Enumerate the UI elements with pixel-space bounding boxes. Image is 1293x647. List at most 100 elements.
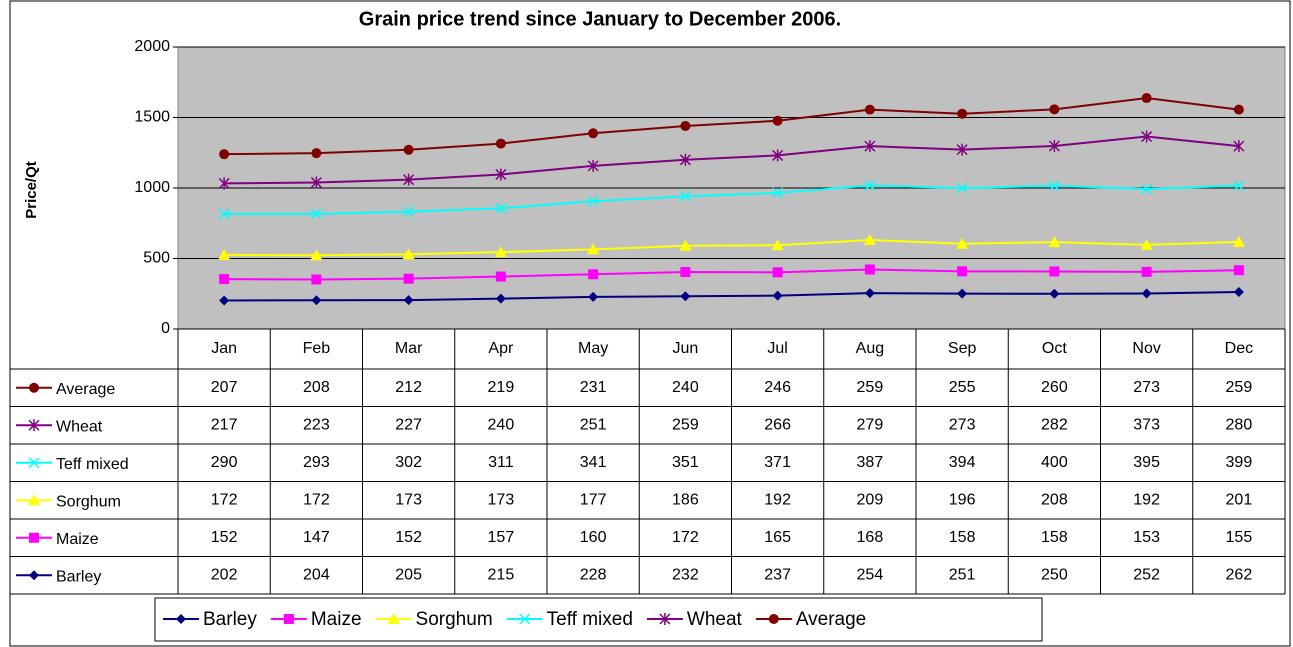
table-cell: 341: [580, 454, 607, 471]
table-cell: 293: [303, 454, 330, 471]
table-cell: 311: [488, 454, 514, 471]
table-cell: 227: [395, 416, 422, 433]
table-cell: 228: [580, 566, 607, 583]
marker: [659, 613, 671, 625]
marker: [28, 457, 40, 469]
marker: [680, 120, 691, 131]
x-tick-label: Dec: [1225, 340, 1253, 357]
marker: [864, 140, 876, 153]
marker: [1141, 93, 1152, 104]
marker: [1048, 139, 1060, 152]
marker: [1048, 236, 1061, 248]
legend-label: Sorghum: [416, 609, 493, 630]
marker: [1141, 266, 1152, 277]
y-axis-label: Price/Qt: [23, 161, 40, 219]
table-cell: 252: [1133, 566, 1160, 583]
table-row-label: Wheat: [56, 418, 103, 435]
marker: [29, 532, 39, 543]
marker: [587, 159, 599, 172]
table-cell: 231: [580, 379, 607, 396]
marker: [403, 173, 415, 186]
table-cell: 259: [857, 379, 884, 396]
table-cell: 204: [303, 566, 330, 583]
table-cell: 157: [488, 529, 515, 546]
table-cell: 240: [488, 416, 515, 433]
series-line: [224, 184, 1239, 215]
marker: [28, 419, 40, 432]
legend-label: Wheat: [687, 609, 743, 630]
table-cell: 158: [949, 529, 976, 546]
marker: [957, 288, 968, 299]
marker: [283, 614, 294, 624]
table-cell: 207: [211, 379, 238, 396]
marker: [218, 248, 231, 260]
table-cell: 202: [211, 566, 238, 583]
marker: [402, 248, 415, 260]
marker: [495, 138, 506, 149]
x-tick-label: May: [578, 340, 608, 357]
marker: [772, 267, 783, 278]
table-cell: 223: [303, 416, 330, 433]
marker: [29, 382, 39, 393]
table-cell: 152: [211, 529, 238, 546]
marker: [311, 148, 322, 159]
table-cell: 160: [580, 529, 607, 546]
table-cell: 215: [488, 566, 515, 583]
table-cell: 394: [949, 454, 976, 471]
table-cell: 266: [764, 416, 791, 433]
marker: [219, 274, 230, 285]
table-cell: 240: [672, 379, 699, 396]
x-tick-label: Jul: [767, 340, 787, 357]
y-tick-label: 1500: [134, 109, 170, 126]
marker: [1232, 235, 1245, 247]
marker: [772, 187, 784, 199]
table-cell: 399: [1226, 454, 1253, 471]
marker: [1233, 287, 1244, 298]
table-cell: 209: [857, 491, 884, 508]
marker: [1141, 130, 1153, 143]
marker: [588, 291, 599, 302]
legend-label: Maize: [311, 609, 362, 630]
marker: [588, 269, 599, 280]
table-cell: 259: [1226, 379, 1253, 396]
table-cell: 351: [672, 454, 699, 471]
table-cell: 208: [1041, 491, 1068, 508]
table-cell: 387: [857, 454, 884, 471]
marker: [218, 208, 230, 220]
marker: [679, 153, 691, 166]
marker: [310, 208, 322, 220]
marker: [679, 190, 691, 202]
y-tick-label: 1000: [134, 179, 170, 196]
marker: [588, 128, 599, 139]
table-cell: 373: [1133, 416, 1160, 433]
table-cell: 260: [1041, 379, 1068, 396]
marker: [768, 614, 779, 624]
marker: [1048, 180, 1060, 192]
table-cell: 155: [1226, 529, 1253, 546]
table-cell: 186: [672, 491, 699, 508]
marker: [772, 290, 783, 301]
marker: [1233, 265, 1244, 276]
table-cell: 173: [488, 491, 515, 508]
table-cell: 255: [949, 379, 976, 396]
table-cell: 196: [949, 491, 976, 508]
table-cell: 208: [303, 379, 330, 396]
marker: [495, 293, 506, 304]
marker: [1140, 238, 1153, 250]
marker: [29, 570, 39, 581]
x-tick-label: Mar: [395, 340, 423, 357]
table-cell: 290: [211, 454, 238, 471]
table-cell: 237: [764, 566, 791, 583]
table-cell: 152: [395, 529, 422, 546]
x-tick-label: Jun: [672, 340, 698, 357]
marker: [772, 115, 783, 126]
y-tick-label: 2000: [134, 38, 170, 55]
table-cell: 192: [1133, 491, 1160, 508]
table-cell: 201: [1226, 491, 1253, 508]
table-cell: 172: [303, 491, 330, 508]
marker: [495, 202, 507, 214]
legend-label: Average: [796, 609, 866, 630]
series-line: [224, 291, 1239, 302]
table-row-label: Maize: [56, 531, 99, 548]
table-cell: 172: [211, 491, 238, 508]
